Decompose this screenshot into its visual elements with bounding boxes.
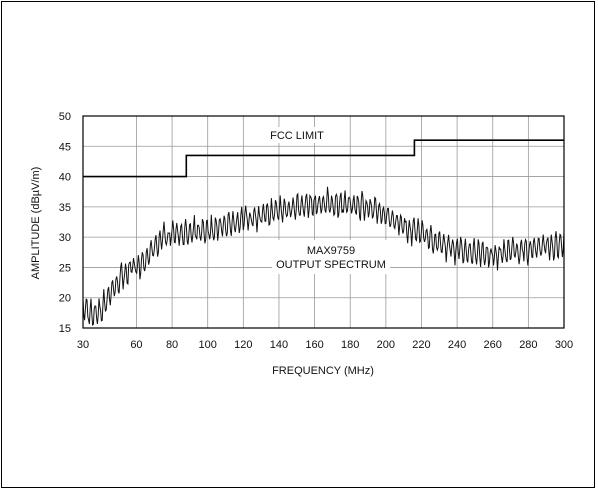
x-tick-label: 240 — [448, 339, 466, 351]
y-tick-label: 35 — [59, 202, 71, 214]
x-tick-label: 120 — [234, 339, 252, 351]
fcc-annotation: FCC LIMIT — [264, 127, 330, 143]
x-tick-label: 60 — [130, 339, 142, 351]
y-axis-label: AMPLITUDE (dBµV/m) — [30, 167, 42, 280]
y-tick-label: 15 — [59, 323, 71, 335]
y-tick-label: 25 — [59, 262, 71, 274]
spectrum-annotation: MAX9759 OUTPUT SPECTRUM — [272, 240, 390, 274]
y-tick-label: 50 — [59, 111, 71, 123]
x-tick-labels: 30 60 80 100 120 140 160 180 200 220 240 260 280 300 — [77, 339, 573, 351]
x-tick-label: 30 — [77, 339, 89, 351]
y-tick-label: 20 — [59, 293, 71, 305]
fcc-limit-label: FCC LIMIT — [270, 130, 324, 142]
x-tick-label: 200 — [377, 339, 395, 351]
spectrum-label-line1: MAX9759 — [307, 245, 355, 257]
x-tick-label: 180 — [341, 339, 359, 351]
spectrum-label-line2: OUTPUT SPECTRUM — [276, 259, 386, 271]
y-tick-label: 45 — [59, 141, 71, 153]
x-tick-label: 220 — [412, 339, 430, 351]
chart: 30 60 80 100 120 140 160 180 200 220 240 260 280 300 … — [30, 111, 573, 377]
series-layer — [82, 139, 565, 327]
x-tick-label: 80 — [166, 339, 178, 351]
x-tick-label: 160 — [305, 339, 323, 351]
chart-grid — [82, 115, 565, 329]
x-tick-label: 100 — [199, 339, 217, 351]
x-axis-label: FREQUENCY (MHz) — [272, 365, 374, 377]
fcc-limit-line — [83, 139, 564, 178]
x-tick-label: 280 — [519, 339, 537, 351]
x-tick-label: 300 — [555, 339, 573, 351]
y-tick-label: 30 — [59, 232, 71, 244]
x-tick-label: 140 — [270, 339, 288, 351]
y-tick-label: 40 — [59, 172, 71, 184]
output-spectrum-line — [82, 186, 565, 327]
x-tick-label: 260 — [484, 339, 502, 351]
y-tick-labels: 15 20 25 30 35 40 45 50 — [59, 111, 71, 335]
figure-frame: 30 60 80 100 120 140 160 180 200 220 240 260 280 300 … — [1, 1, 595, 488]
plot-border — [82, 115, 565, 329]
